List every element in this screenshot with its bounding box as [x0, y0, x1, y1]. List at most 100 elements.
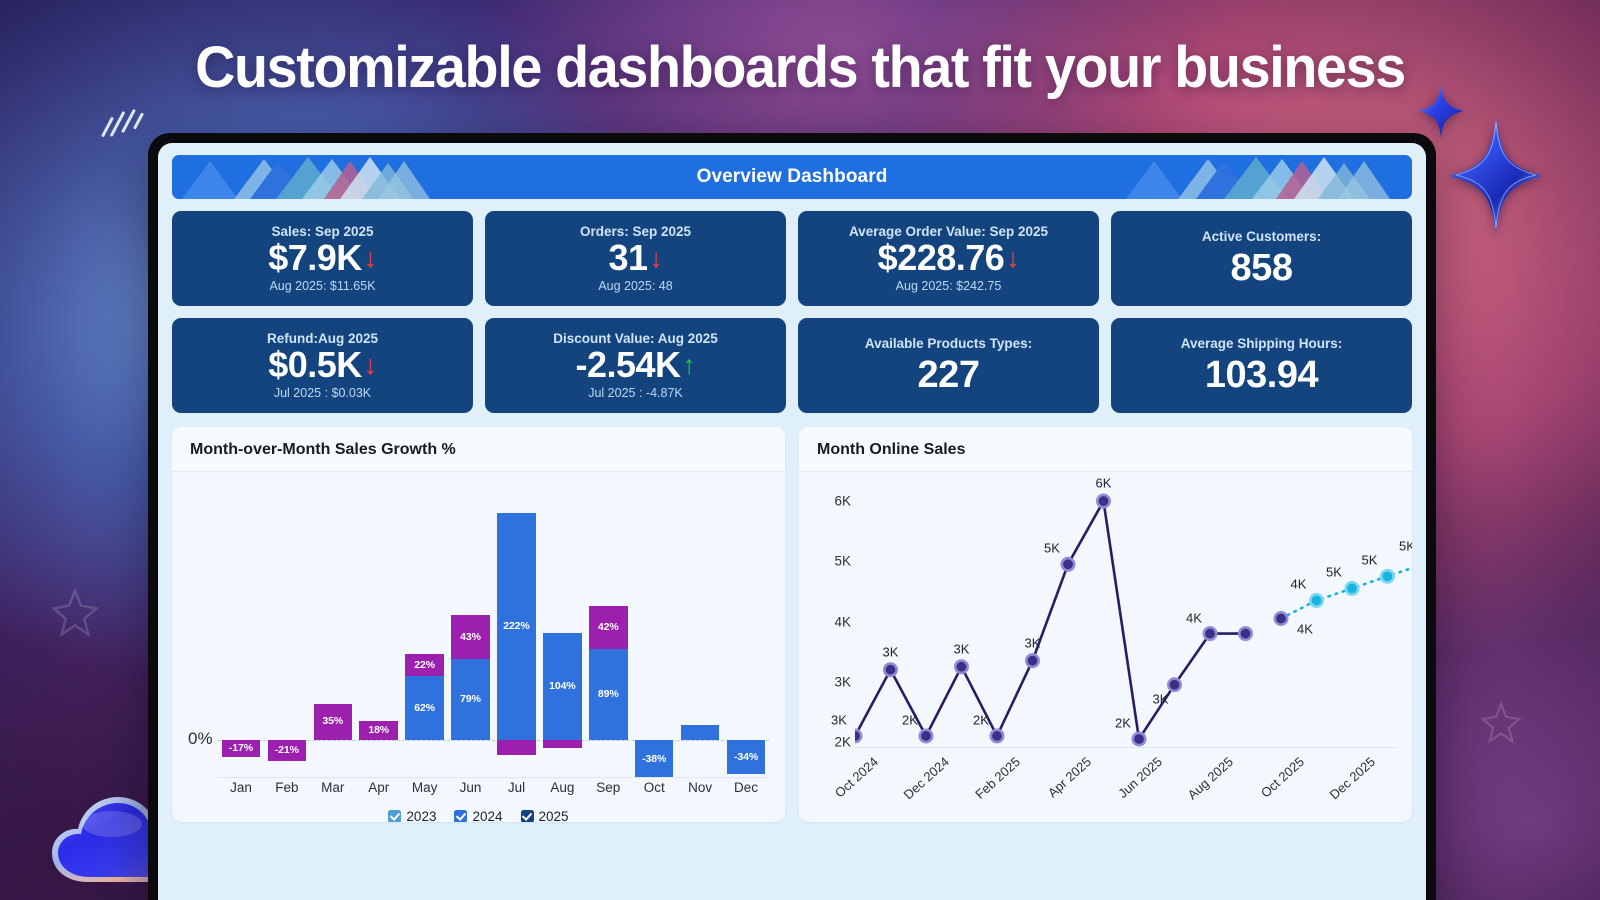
line-x-tick: Feb 2025: [972, 754, 1024, 802]
kpi-label: Active Customers:: [1201, 228, 1322, 244]
kpi-card[interactable]: Average Order Value: Sep 2025 $228.76 ↓ Aug…: [798, 211, 1099, 306]
panel-month-online-sales: Month Online Sales 2K 3K 4K 5K 6K 3K 3K 2K 3K 2K…: [799, 427, 1412, 822]
kpi-card[interactable]: Average Shipping Hours: 103.94: [1111, 318, 1412, 413]
bar-x-label: Jan: [230, 780, 252, 795]
bar-column[interactable]: 79% 43%: [448, 482, 494, 758]
kpi-label: Average Shipping Hours:: [1180, 335, 1343, 351]
trend-down-arrow-icon: ↓: [363, 350, 378, 381]
line-y-tick: 6K: [834, 493, 851, 509]
bar-segment[interactable]: 79%: [451, 658, 490, 740]
bar-segment[interactable]: 35%: [313, 703, 353, 740]
bar-column[interactable]: 89% 42%: [585, 482, 631, 758]
bar-segment[interactable]: -38%: [634, 739, 674, 779]
bar-column[interactable]: 35%: [310, 482, 356, 758]
panel-mom-sales-growth: Month-over-Month Sales Growth % 0% -17% -…: [172, 427, 785, 822]
line-data-point[interactable]: [1309, 592, 1324, 608]
kpi-card[interactable]: Orders: Sep 2025 31 ↓ Aug 2025: 48: [485, 211, 786, 306]
legend-item-2023[interactable]: 2023: [388, 809, 436, 822]
bar-x-axis-labels: Jan Feb Mar Apr May Jun Jul Aug Sep Oct Nov Dec: [218, 780, 769, 802]
bar-column[interactable]: 62% 22%: [402, 482, 448, 758]
bar-segment[interactable]: -34%: [726, 739, 766, 775]
legend-checkbox-icon[interactable]: [454, 810, 468, 822]
bar-column[interactable]: -17%: [218, 482, 264, 758]
line-data-point[interactable]: [1167, 677, 1182, 693]
bar-segment[interactable]: -21%: [267, 739, 307, 762]
line-y-tick: 3K: [834, 674, 851, 690]
bar-segment[interactable]: 18%: [359, 721, 398, 740]
bar-segment[interactable]: [497, 739, 536, 755]
bar-x-label: Sep: [596, 780, 621, 795]
bar-segment[interactable]: 43%: [451, 614, 490, 659]
kpi-value: $0.5K: [268, 344, 362, 386]
bar-value-label: -34%: [733, 750, 759, 763]
bar-column[interactable]: 222%: [494, 482, 540, 758]
line-data-point[interactable]: [989, 728, 1005, 744]
kpi-subtext: Jul 2025 : -4.87K: [588, 386, 683, 401]
bar-column[interactable]: 18%: [356, 482, 402, 758]
bar-segment[interactable]: 22%: [405, 653, 444, 677]
bar-column[interactable]: -21%: [264, 482, 310, 762]
line-data-point[interactable]: [1238, 626, 1253, 642]
bar-plot-area: -17% -21% 35% 18% 62% 22% 79% 43% 222% 104% 89% 42%…: [218, 482, 769, 779]
page-title: Customizable dashboards that fit your bu…: [195, 35, 1406, 100]
bar-column[interactable]: -38%: [631, 482, 677, 779]
kpi-value-row: 31 ↓: [608, 240, 664, 277]
kpi-label: Available Products Types:: [864, 335, 1033, 351]
legend-checkbox-icon[interactable]: [520, 810, 534, 822]
bar-chart-body: 0% -17% -21% 35% 18% 62% 22% 79% 43% 222% 104% 89%…: [172, 472, 785, 822]
panel-title-bar-chart: Month-over-Month Sales Growth %: [172, 427, 785, 472]
kpi-value: -2.54K: [575, 344, 681, 386]
kpi-value: 103.94: [1204, 354, 1319, 397]
bar-value-label: 222%: [503, 619, 530, 632]
kpi-card[interactable]: Active Customers: 858: [1111, 211, 1412, 306]
line-data-point[interactable]: [883, 662, 898, 678]
line-data-point[interactable]: [954, 659, 969, 675]
line-data-point[interactable]: [1344, 580, 1360, 596]
line-point-label: 4K: [1297, 621, 1313, 636]
header-pattern-right: [1112, 155, 1412, 199]
line-x-tick: Aug 2025: [1184, 754, 1237, 803]
bar-segment[interactable]: [680, 725, 720, 740]
bar-value-label: 18%: [368, 724, 390, 737]
line-x-tick: Dec 2025: [1326, 754, 1379, 803]
kpi-card[interactable]: Discount Value: Aug 2025 -2.54K ↑ Jul 2025 …: [485, 318, 786, 413]
trend-down-arrow-icon: ↓: [649, 243, 664, 274]
line-chart: 2K 3K 4K 5K 6K 3K 3K 2K 3K 2K 3K 5K 6K 2K 3K 4K 4K 4K 5K 5…: [799, 472, 1412, 822]
legend-label: 2025: [538, 809, 569, 822]
bar-segment[interactable]: 104%: [543, 633, 582, 740]
year-legend[interactable]: 2023 2024 2025: [172, 809, 785, 822]
line-data-point[interactable]: [1025, 653, 1040, 669]
kpi-card[interactable]: Sales: Sep 2025 $7.9K ↓ Aug 2025: $11.65K: [172, 211, 473, 306]
bar-zero-label: 0%: [188, 728, 213, 748]
bar-x-label: Aug: [550, 780, 575, 795]
line-data-point[interactable]: [1131, 731, 1147, 747]
header-pattern-left: [172, 155, 472, 199]
line-data-point[interactable]: [1273, 611, 1289, 627]
legend-item-2025[interactable]: 2025: [520, 809, 569, 822]
bar-segment[interactable]: 89%: [589, 648, 628, 740]
speed-lines-decoration: [101, 108, 150, 148]
bar-column[interactable]: [677, 482, 723, 758]
kpi-card[interactable]: Available Products Types: 227: [798, 318, 1099, 413]
line-data-point[interactable]: [1096, 493, 1111, 509]
bar-segment[interactable]: 42%: [589, 605, 628, 649]
kpi-card[interactable]: Refund:Aug 2025 $0.5K ↓ Jul 2025 : $0.03K: [172, 318, 473, 413]
bar-column[interactable]: -34%: [723, 482, 769, 775]
bar-segment[interactable]: [543, 739, 582, 748]
bar-segment[interactable]: 62%: [405, 676, 444, 740]
line-data-point[interactable]: [855, 728, 863, 744]
line-data-point[interactable]: [918, 728, 934, 744]
legend-checkbox-icon[interactable]: [388, 810, 402, 822]
line-data-point[interactable]: [1202, 626, 1218, 642]
line-data-point[interactable]: [1060, 556, 1076, 572]
line-data-point[interactable]: [1380, 568, 1395, 584]
bar-segment[interactable]: -17%: [221, 739, 261, 757]
legend-item-2024[interactable]: 2024: [454, 809, 503, 822]
bar-value-label: 35%: [322, 715, 344, 728]
bar-column[interactable]: 104%: [539, 482, 585, 758]
sparkle-large-icon: [1448, 116, 1544, 236]
sparkle-small-icon: [1418, 84, 1464, 138]
kpi-value-row: 103.94: [1204, 354, 1319, 397]
line-x-axis-labels: Oct 2024 Dec 2024 Feb 2025 Apr 2025 Jun 2025…: [832, 750, 1398, 816]
bar-segment[interactable]: 222%: [497, 512, 536, 740]
